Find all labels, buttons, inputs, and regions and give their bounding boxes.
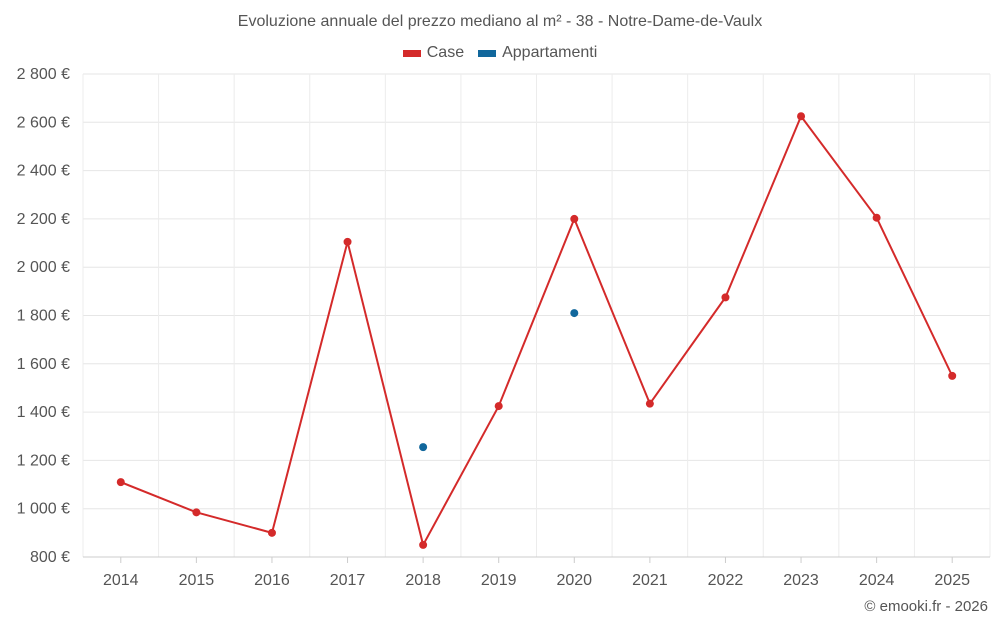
y-tick-label: 2 000 € [17,259,70,276]
credit-text: © emooki.fr - 2026 [864,598,988,615]
y-tick-label: 1 600 € [17,356,70,373]
data-point-case[interactable] [948,371,957,380]
x-tick-label: 2015 [179,572,215,589]
chart-title: Evoluzione annuale del prezzo mediano al… [237,13,763,30]
x-tick-label: 2022 [708,572,744,589]
data-point-case[interactable] [267,528,276,537]
x-tick-label: 2020 [556,572,592,589]
legend-swatch-case [402,49,421,57]
legend-label-appartamenti: Appartamenti [502,44,598,61]
x-tick-label: 2019 [481,572,517,589]
data-point-case[interactable] [570,214,579,223]
x-tick-label: 2025 [934,572,970,589]
data-point-case[interactable] [343,237,352,246]
x-tick-label: 2024 [859,572,895,589]
data-point-case[interactable] [116,478,125,487]
y-tick-label: 800 € [30,549,70,566]
data-point-appartamenti[interactable] [570,309,579,318]
series-line-case [120,115,954,546]
x-tick-label: 2016 [254,572,290,589]
data-point-case[interactable] [645,399,654,408]
y-tick-label: 2 600 € [17,114,70,131]
x-tick-label: 2017 [330,572,366,589]
data-point-case[interactable] [872,213,881,222]
data-point-case[interactable] [494,402,503,411]
data-point-appartamenti[interactable] [419,443,428,452]
data-point-case[interactable] [192,508,201,517]
y-tick-label: 1 000 € [17,501,70,518]
y-tick-label: 2 200 € [17,211,70,228]
y-tick-label: 1 800 € [17,308,70,325]
legend-label-case: Case [426,44,465,61]
y-tick-label: 1 400 € [17,404,70,421]
data-point-case[interactable] [797,112,806,121]
legend-item-appartamenti[interactable]: Appartamenti [478,44,597,62]
x-tick-label: 2018 [405,572,441,589]
x-tick-label: 2014 [103,572,139,589]
x-tick-label: 2021 [632,572,668,589]
y-tick-label: 2 400 € [17,163,70,180]
y-tick-label: 1 200 € [17,452,70,469]
legend-swatch-appartamenti [478,49,497,57]
legend-item-case[interactable]: Case [402,44,465,62]
data-point-case[interactable] [419,540,428,549]
data-point-case[interactable] [721,293,730,302]
chart-legend: Case Appartamenti [0,44,1000,62]
x-tick-label: 2023 [783,572,819,589]
y-tick-label: 2 800 € [17,66,70,83]
